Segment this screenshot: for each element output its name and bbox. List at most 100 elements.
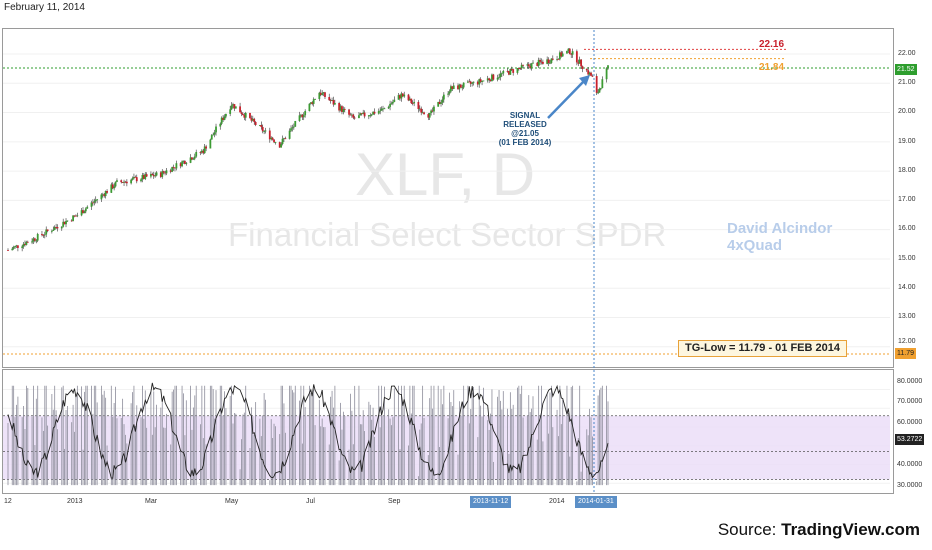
candle-body xyxy=(540,61,543,63)
candle-body xyxy=(332,100,335,105)
candle-body xyxy=(607,65,609,69)
candle-body xyxy=(567,48,570,51)
candle-body xyxy=(283,138,285,140)
candle-body xyxy=(225,113,227,117)
time-tick: 12 xyxy=(4,498,12,505)
candle-body xyxy=(123,181,125,183)
candle-body xyxy=(517,68,520,69)
candle-body xyxy=(338,103,341,111)
price-tick: 16.00 xyxy=(898,225,916,232)
candle-body xyxy=(183,160,186,164)
candle-body xyxy=(510,69,513,70)
candle-body xyxy=(546,59,549,64)
candle-body xyxy=(212,134,215,136)
candle-body xyxy=(312,99,315,104)
candle-body xyxy=(240,112,243,114)
candle-body xyxy=(566,50,568,54)
candle-body xyxy=(63,221,66,225)
candle-body xyxy=(557,58,560,60)
candle-body xyxy=(506,70,509,72)
candle-body xyxy=(62,221,65,227)
candle-body xyxy=(358,115,360,119)
candle-body xyxy=(397,95,400,100)
time-tick: Jul xyxy=(306,498,315,505)
candle-body xyxy=(46,229,49,232)
candle-body xyxy=(243,115,246,118)
candle-body xyxy=(590,72,592,76)
time-tick: 2014 xyxy=(549,498,565,505)
candle-body xyxy=(587,70,590,75)
candle-body xyxy=(471,82,474,84)
candle-body xyxy=(452,85,455,89)
candle-body xyxy=(250,118,253,121)
candle-body xyxy=(380,108,383,111)
candle-body xyxy=(468,81,471,83)
candle-body xyxy=(341,106,343,112)
candle-body xyxy=(261,126,264,132)
candle-body xyxy=(353,117,356,119)
candle-body xyxy=(230,105,233,110)
candle-body xyxy=(219,123,222,127)
candle-body xyxy=(72,215,74,221)
price-tick: 15.00 xyxy=(898,255,916,262)
candle-body xyxy=(125,181,128,184)
candle-body xyxy=(165,170,168,174)
candle-body xyxy=(223,116,226,120)
candle-body xyxy=(121,182,124,183)
candle-body xyxy=(104,191,107,197)
candle-body xyxy=(103,194,106,197)
candle-body xyxy=(457,85,459,90)
candle-body xyxy=(263,131,266,132)
author-name: David Alcindor xyxy=(727,220,833,237)
candle-body xyxy=(500,73,503,75)
candle-body xyxy=(428,113,431,118)
candle-body xyxy=(298,115,301,121)
candle-body xyxy=(45,229,48,235)
price-pane[interactable] xyxy=(2,28,894,368)
time-tick: 2013 xyxy=(67,498,83,505)
candle-body xyxy=(86,206,89,209)
candle-body xyxy=(155,172,158,176)
candle-body xyxy=(273,139,275,143)
candle-body xyxy=(478,79,481,85)
candle-body xyxy=(55,226,58,228)
resistance-label: 22.16 xyxy=(759,39,785,50)
candle-body xyxy=(65,221,67,225)
candle-body xyxy=(373,111,376,114)
time-tick: May xyxy=(225,498,239,505)
candle-body xyxy=(229,109,232,114)
candle-body xyxy=(114,181,117,187)
candle-body xyxy=(508,71,510,75)
candle-body xyxy=(205,146,208,149)
candle-body xyxy=(496,77,499,80)
candle-body xyxy=(25,241,28,245)
candle-body xyxy=(172,167,175,168)
candle-body xyxy=(520,64,523,69)
candle-body xyxy=(372,111,374,115)
candle-body xyxy=(551,58,554,60)
last-price-tag: 21.52 xyxy=(895,64,917,75)
candle-body xyxy=(343,108,346,110)
candle-body xyxy=(288,130,291,139)
candle-body xyxy=(83,211,86,214)
source-brand: TradingView.com xyxy=(781,520,920,539)
candle-body xyxy=(309,102,312,104)
candle-body xyxy=(140,179,142,182)
candle-body xyxy=(522,64,524,66)
candle-body xyxy=(96,199,99,201)
candle-body xyxy=(585,68,588,71)
candle-body xyxy=(526,64,529,66)
candle-body xyxy=(476,81,479,85)
candle-body xyxy=(411,103,414,104)
candle-body xyxy=(185,162,188,164)
candle-body xyxy=(150,173,152,177)
candle-body xyxy=(577,62,580,64)
candle-body xyxy=(575,51,578,63)
candle-body xyxy=(319,92,322,95)
candle-body xyxy=(80,210,83,216)
candle-body xyxy=(308,103,311,112)
candle-body xyxy=(131,178,134,180)
osc-current-tag: 53.2722 xyxy=(895,434,925,445)
candle-body xyxy=(251,118,254,121)
